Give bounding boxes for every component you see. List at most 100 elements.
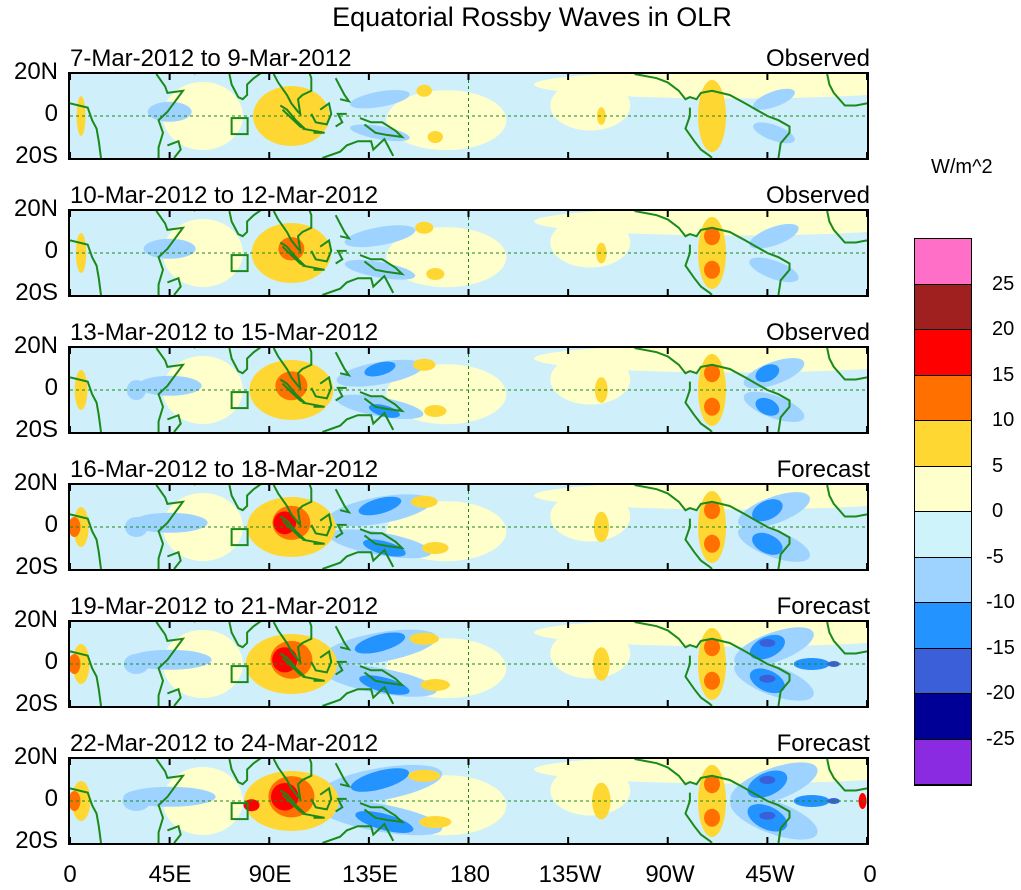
coastline: [70, 102, 102, 158]
olr-anomaly-contour: [759, 811, 776, 820]
olr-map: [70, 348, 867, 432]
colorbar-segment: [915, 375, 971, 421]
colorbar-segment: [915, 603, 971, 649]
olr-anomaly-contour: [70, 654, 81, 674]
coastline: [684, 655, 713, 706]
longitude-label: 45E: [148, 861, 192, 888]
panel-type-label: Forecast: [776, 456, 870, 483]
colorbar-tick-label: -25: [986, 727, 1015, 750]
colorbar-tick-label: 15: [992, 363, 1015, 386]
olr-anomaly-contour: [753, 88, 795, 110]
colorbar-tick-label: 20: [992, 318, 1015, 340]
olr-anomaly-contour: [793, 658, 830, 670]
latitude-label: 0: [44, 374, 58, 401]
olr-anomaly-contour: [749, 634, 785, 660]
coastline: [167, 824, 182, 843]
coastline: [228, 759, 262, 786]
olr-anomaly-contour: [759, 639, 776, 647]
latitude-label: 0: [44, 237, 58, 264]
olr-anomaly-contour: [143, 238, 196, 259]
olr-anomaly-contour: [704, 501, 721, 520]
coastline: [310, 101, 333, 126]
coastline: [70, 239, 102, 295]
olr-anomaly-contour: [359, 675, 410, 695]
coastline: [302, 401, 325, 408]
olr-anomaly-contour: [550, 491, 631, 542]
latitude-label: 0: [44, 785, 58, 812]
olr-map: [70, 759, 867, 843]
olr-anomaly-contour: [752, 532, 783, 555]
latitude-label: 0: [44, 100, 58, 127]
colorbar-segment: [915, 466, 971, 512]
coastline: [634, 211, 791, 295]
coastline: [359, 117, 406, 139]
olr-anomaly-contour: [752, 499, 783, 522]
coastline: [70, 650, 102, 706]
longitude-label: 135E: [341, 861, 399, 888]
coastline: [684, 792, 713, 843]
coastline: [70, 376, 102, 432]
coastline: [322, 548, 395, 569]
map-panel: [68, 757, 869, 845]
coastline: [334, 488, 352, 514]
latitude-label: 20N: [13, 469, 58, 496]
coastline: [334, 214, 352, 240]
olr-anomaly-contour: [278, 237, 305, 261]
coastline: [359, 802, 406, 824]
olr-anomaly-contour: [147, 101, 192, 122]
coastline: [155, 622, 186, 706]
panel-date-range: 16-Mar-2012 to 18-Mar-2012: [70, 456, 379, 483]
olr-anomaly-contour: [759, 776, 776, 784]
olr-anomaly-contour: [550, 217, 631, 268]
latitude-label: 20S: [15, 690, 58, 717]
olr-anomaly-contour: [419, 816, 452, 828]
coastline: [302, 264, 325, 271]
coastline: [167, 550, 182, 569]
coastline: [826, 485, 867, 518]
coastline: [335, 523, 347, 539]
colorbar-tick-label: 0: [992, 500, 1004, 522]
region-box: [230, 802, 249, 821]
coastline: [359, 254, 406, 276]
coastline: [826, 622, 867, 655]
colorbar-segment: [915, 648, 971, 694]
latitude-label: 0: [44, 648, 58, 675]
coastline: [228, 74, 262, 101]
coastline: [167, 687, 182, 706]
coastline: [322, 137, 395, 158]
latitude-label: 20N: [13, 606, 58, 633]
colorbar-tick-label: -5: [986, 545, 1004, 568]
coastline: [684, 244, 713, 295]
colorbar-segment: [915, 330, 971, 376]
olr-anomaly-contour: [70, 517, 81, 537]
coastline: [322, 274, 395, 295]
coastline: [322, 822, 395, 843]
coastline: [684, 518, 713, 569]
olr-anomaly-contour: [755, 364, 780, 383]
olr-anomaly-contour: [594, 377, 608, 403]
colorbar-segment: [915, 694, 971, 740]
olr-anomaly-contour: [550, 628, 631, 679]
colorbar-tick-label: -20: [986, 682, 1015, 704]
colorbar-units: W/m^2: [931, 156, 993, 178]
latitude-label: 20N: [13, 195, 58, 222]
longitude-label: 45W: [745, 861, 795, 888]
olr-anomaly-contour: [415, 221, 434, 234]
coastline: [322, 411, 395, 432]
olr-anomaly-contour: [704, 775, 721, 794]
coastline: [634, 759, 791, 843]
region-box: [230, 528, 249, 547]
olr-anomaly-contour: [593, 511, 609, 543]
panel-date-range: 13-Mar-2012 to 15-Mar-2012: [70, 319, 379, 346]
colorbar-tick-label: -10: [986, 591, 1015, 613]
olr-anomaly-contour: [704, 534, 721, 553]
panel-type-label: Forecast: [776, 730, 870, 757]
coastline: [310, 786, 333, 811]
coastline: [335, 660, 347, 676]
olr-anomaly-contour: [70, 791, 81, 811]
panel-type-label: Observed: [765, 319, 870, 346]
coastline: [272, 622, 313, 665]
coastline: [228, 485, 262, 512]
olr-anomaly-contour: [596, 242, 607, 264]
coastline: [155, 348, 186, 432]
